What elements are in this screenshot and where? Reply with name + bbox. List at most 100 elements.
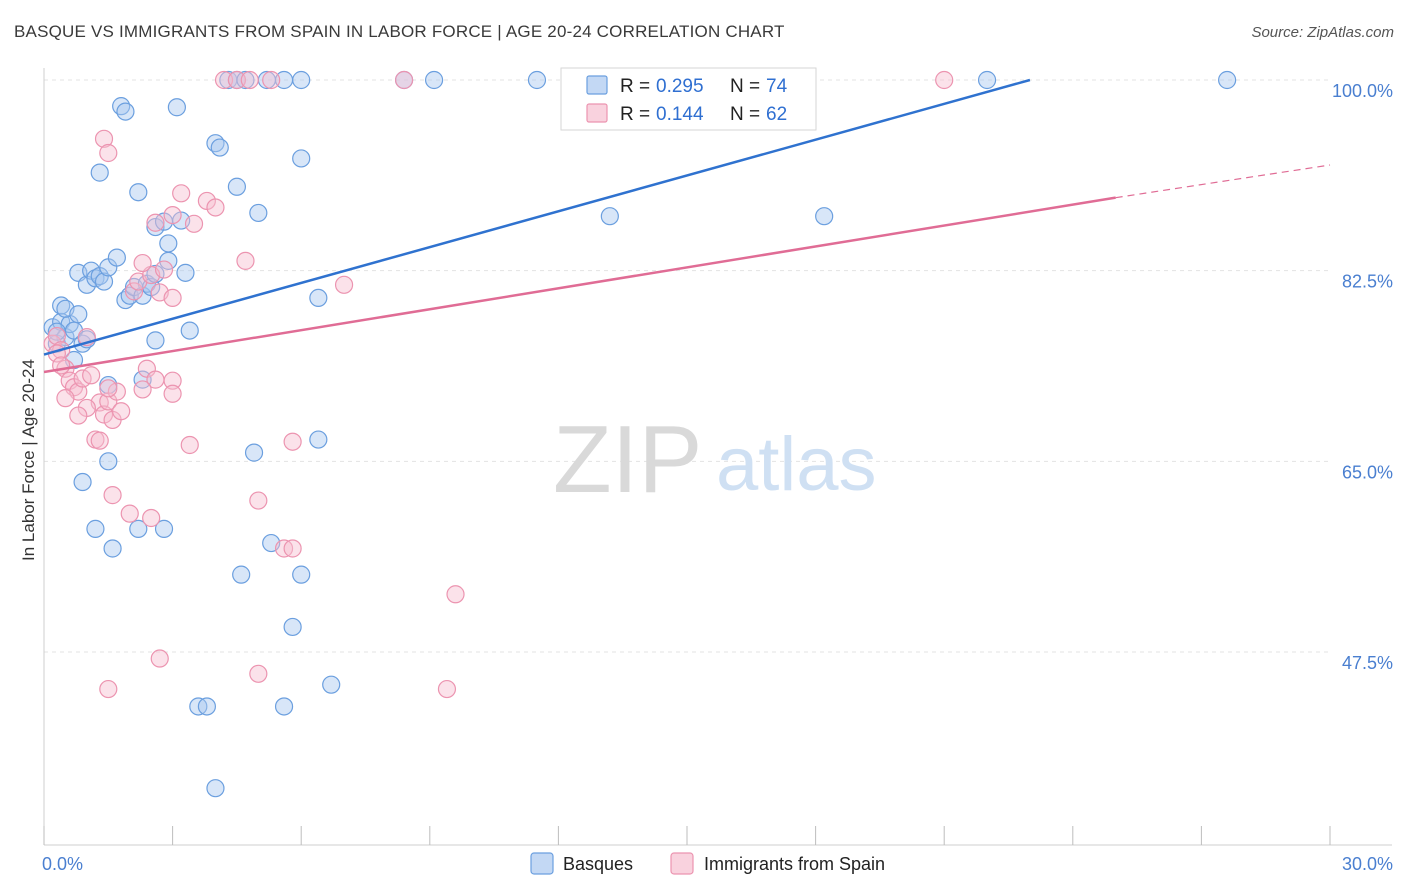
basque-point-41 (249, 203, 268, 223)
spain-point-40 (163, 206, 182, 225)
source-label: Source: ZipAtlas.com (1251, 24, 1394, 41)
x-tick-label-0: 0.0% (42, 854, 83, 874)
basque-point-76 (322, 675, 341, 694)
series-spain-points (43, 70, 954, 699)
spain-point-44 (206, 198, 225, 217)
x-tick-labels: 0.0% 30.0% (42, 854, 1393, 874)
spain-point-29 (163, 288, 182, 308)
spain-point-39 (146, 213, 165, 232)
spain-point-62 (99, 679, 118, 699)
spain-point-24 (124, 282, 144, 301)
legend-swatch-spain (586, 103, 608, 123)
stats-legend: R = 0.295 N = 74 R = 0.144 N = 62 (560, 67, 817, 131)
spain-point-50 (394, 70, 414, 90)
spain-point-52 (334, 275, 354, 294)
spain-point-47 (227, 70, 246, 90)
series-legend-swatch-basques (530, 852, 554, 875)
legend-r-value-basques: 0.295 (656, 76, 704, 97)
watermark-atlas: atlas (716, 422, 877, 507)
spain-point-12 (82, 366, 101, 385)
spain-point-59 (283, 432, 302, 451)
basque-point-57 (1218, 70, 1237, 90)
spain-point-32 (163, 371, 182, 390)
y-axis-label: In Labor Force | Age 20-24 (19, 359, 38, 561)
spain-point-48 (240, 70, 259, 90)
basque-point-29 (90, 163, 109, 182)
chart-title: BASQUE VS IMMIGRANTS FROM SPAIN IN LABOR… (14, 22, 785, 41)
basque-point-54 (600, 207, 619, 226)
basque-point-10 (69, 305, 88, 324)
spain-point-58 (283, 539, 302, 558)
basque-point-59 (180, 321, 199, 340)
trend-lines (43, 78, 1331, 374)
spain-point-61 (150, 649, 169, 668)
basque-point-43 (309, 288, 328, 308)
spain-point-45 (236, 251, 255, 270)
spain-point-53 (133, 253, 152, 273)
basque-point-33 (146, 217, 165, 237)
basque-point-64 (86, 519, 105, 538)
spain-point-38 (99, 143, 118, 163)
y-tick-labels: 100.0% 82.5% 65.0% 47.5% (1332, 81, 1393, 673)
basque-point-58 (176, 263, 195, 282)
spain-point-18 (112, 402, 131, 421)
spain-point-33 (163, 384, 182, 403)
basque-point-49 (292, 70, 311, 90)
basque-point-78 (206, 779, 225, 798)
series-legend-label-basques: Basques (563, 854, 633, 874)
legend-n-value-basques: 74 (766, 76, 788, 97)
legend-n-label-basques: N = (730, 76, 760, 97)
legend-n-value-spain: 62 (766, 104, 787, 125)
basque-point-42 (292, 149, 311, 168)
basque-point-60 (146, 331, 165, 350)
spain-point-54 (120, 504, 139, 523)
basque-point-72 (274, 697, 294, 716)
spain-point-63 (249, 664, 268, 683)
spain-point-28 (154, 260, 174, 279)
basque-point-20 (107, 248, 126, 267)
spain-point-22 (90, 431, 109, 450)
trend-line-spain-extension (1115, 164, 1331, 199)
basque-point-56 (977, 70, 997, 90)
basque-point-77 (197, 697, 216, 716)
spain-point-35 (133, 380, 152, 399)
legend-r-label-basques: R = (620, 76, 650, 97)
legend-r-label-spain: R = (620, 104, 650, 125)
basque-point-74 (292, 565, 311, 584)
spain-point-46 (214, 70, 234, 90)
spain-point-36 (103, 486, 122, 505)
basque-point-65 (103, 539, 122, 558)
watermark-zip: ZIP (553, 406, 702, 513)
y-tick-label-2: 65.0% (1342, 462, 1393, 482)
series-legend-swatch-spain (670, 852, 694, 875)
spain-point-8 (56, 389, 75, 408)
grid-lines (44, 79, 1330, 653)
legend-r-value-spain: 0.144 (656, 104, 704, 125)
spain-point-64 (437, 679, 457, 699)
y-tick-label-3: 47.5% (1342, 653, 1393, 673)
basque-point-18 (94, 272, 114, 291)
basque-point-32 (129, 183, 148, 202)
series-legend: Basques Immigrants from Spain (530, 852, 885, 875)
spain-point-23 (99, 379, 118, 398)
spain-point-60 (446, 585, 465, 604)
trend-line-spain (43, 196, 1116, 374)
trend-line-basques (43, 78, 1031, 356)
spain-point-55 (142, 508, 161, 528)
x-tick-label-1: 30.0% (1342, 854, 1393, 874)
y-tick-label-1: 82.5% (1342, 272, 1393, 292)
basque-point-61 (133, 370, 152, 389)
basque-point-66 (129, 519, 148, 538)
spain-point-49 (262, 70, 281, 90)
legend-n-label-spain: N = (730, 104, 760, 125)
spain-point-56 (249, 491, 268, 510)
basque-point-52 (527, 70, 547, 90)
legend-swatch-basques (586, 75, 608, 95)
basque-point-73 (283, 617, 302, 637)
basque-point-35 (159, 234, 178, 253)
basque-point-31 (116, 102, 135, 121)
spain-point-41 (172, 184, 191, 203)
basque-point-75 (309, 430, 328, 449)
basque-point-37 (167, 98, 186, 117)
spain-point-34 (180, 435, 199, 455)
